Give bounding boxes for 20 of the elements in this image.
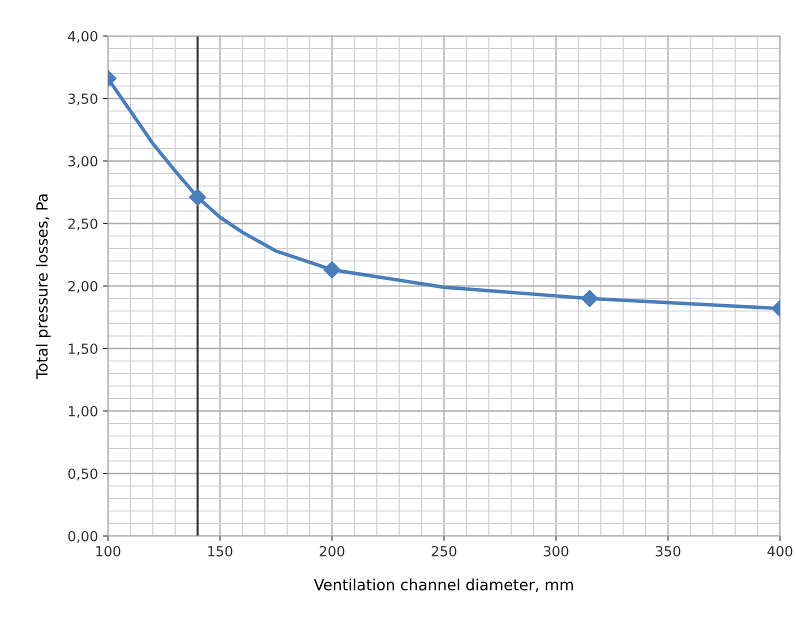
x-tick-label: 150	[208, 546, 232, 556]
y-tick-label: 0,00	[68, 530, 98, 543]
y-tick-label: 3,00	[68, 156, 98, 168]
y-axis-title: Total pressure losses, Pa	[36, 194, 51, 379]
y-tick-label: 1,50	[68, 343, 98, 356]
x-tick-label: 400	[767, 546, 792, 556]
y-tick-label: 2,50	[68, 218, 98, 230]
x-tick-label: 350	[656, 546, 680, 556]
y-tick-label: 2,00	[68, 280, 98, 293]
x-tick-label: 200	[320, 546, 344, 556]
x-tick-label: 250	[432, 546, 456, 556]
y-tick-label: 1,00	[68, 406, 98, 418]
y-tick-label: 3,50	[68, 93, 98, 106]
x-axis-title: Ventilation channel diameter, mm	[314, 578, 573, 592]
x-tick-label: 300	[544, 546, 568, 556]
x-tick-label: 100	[96, 546, 120, 556]
point	[323, 261, 341, 278]
y-tick-label: 0,50	[68, 468, 98, 480]
point	[189, 188, 206, 206]
y-tick-label: 4,00	[68, 30, 98, 43]
